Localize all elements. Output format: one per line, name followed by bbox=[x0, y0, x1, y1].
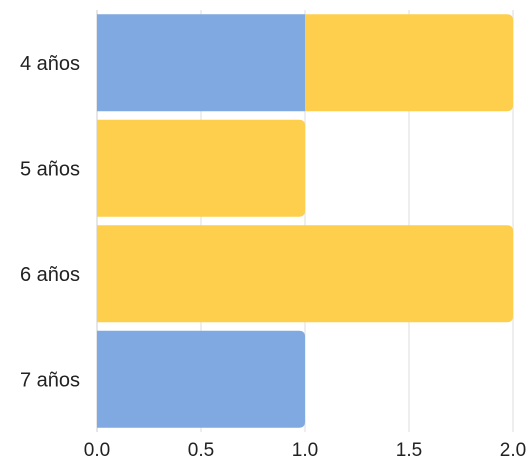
category-label: 4 años bbox=[20, 53, 80, 75]
bars bbox=[97, 14, 513, 428]
x-tick-label: 0.5 bbox=[188, 440, 214, 460]
bar-segment-series-1-0 bbox=[305, 14, 513, 112]
category-label: 5 años bbox=[20, 158, 80, 180]
bar-segment-series-0-0 bbox=[97, 14, 305, 112]
category-labels: 4 años 5 años 6 años 7 años bbox=[20, 53, 80, 392]
bar-segment-series-0-3 bbox=[97, 330, 305, 428]
bar-segment-series-1-1 bbox=[97, 119, 305, 217]
bar-segment-series-1-2 bbox=[97, 225, 513, 323]
category-label: 7 años bbox=[20, 369, 80, 391]
category-label: 6 años bbox=[20, 264, 80, 286]
x-tick-label: 0.0 bbox=[84, 440, 110, 460]
x-tick-label: 2.0 bbox=[500, 440, 526, 460]
x-tick-label: 1.0 bbox=[292, 440, 318, 460]
x-tick-labels: 0.0 0.5 1.0 1.5 2.0 bbox=[84, 440, 526, 460]
x-tick-label: 1.5 bbox=[396, 440, 422, 460]
